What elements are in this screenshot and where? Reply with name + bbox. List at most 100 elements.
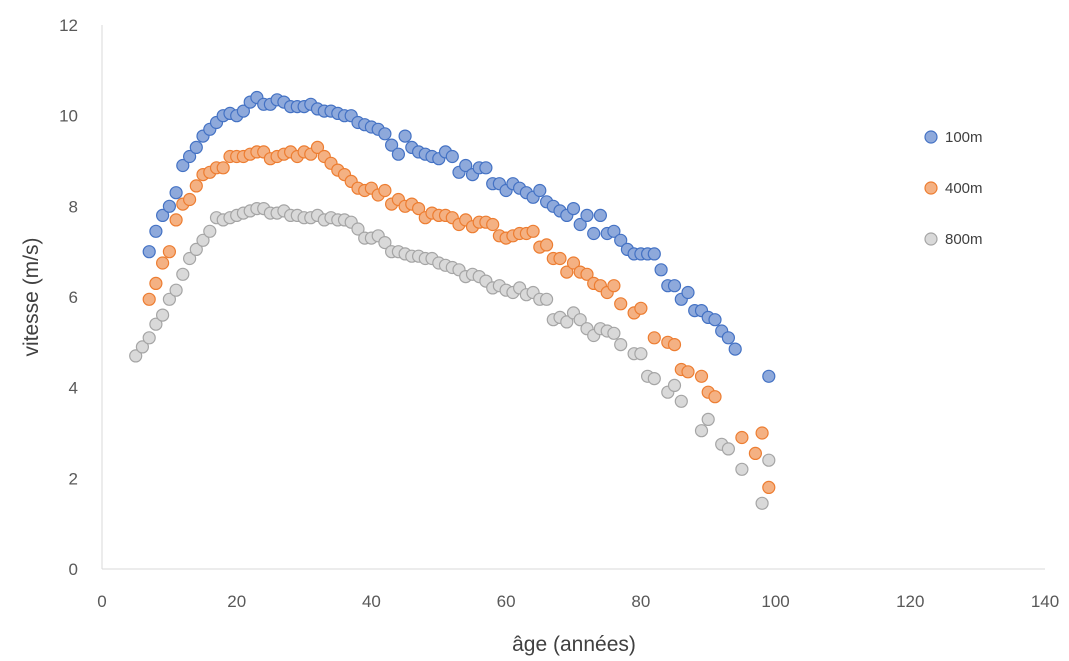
y-tick-label: 2 — [69, 469, 78, 488]
data-point — [607, 279, 621, 293]
data-point — [708, 390, 722, 404]
data-point — [708, 313, 722, 327]
data-point — [142, 292, 156, 306]
data-point — [694, 424, 709, 438]
data-point — [539, 238, 554, 252]
series-400m — [142, 140, 776, 494]
data-point — [654, 263, 668, 277]
y-tick-label: 10 — [59, 107, 78, 126]
data-point — [398, 129, 412, 143]
data-point — [647, 372, 661, 386]
data-point — [486, 217, 500, 232]
data-point — [176, 158, 190, 173]
y-tick-label: 6 — [69, 288, 78, 307]
y-tick-label: 4 — [69, 379, 78, 398]
x-tick-label: 120 — [896, 592, 924, 611]
data-point — [560, 315, 574, 329]
legend-label: 100m — [945, 129, 983, 146]
data-point — [607, 224, 621, 238]
data-point — [728, 342, 742, 356]
data-point — [667, 378, 682, 392]
data-point — [566, 256, 581, 270]
data-point — [236, 104, 250, 118]
data-point — [634, 301, 648, 315]
data-point — [203, 224, 217, 238]
x-tick-label: 140 — [1031, 592, 1059, 611]
data-point — [539, 292, 554, 306]
data-point — [169, 283, 183, 297]
data-point — [762, 453, 776, 467]
x-axis-title: âge (années) — [512, 633, 636, 656]
x-tick-label: 0 — [97, 592, 106, 611]
data-point — [755, 426, 769, 440]
data-point — [378, 183, 392, 198]
data-point — [587, 226, 601, 241]
data-point — [647, 331, 661, 345]
data-point — [614, 297, 628, 311]
data-point — [142, 245, 156, 259]
data-point — [614, 233, 628, 247]
y-tick-label: 8 — [69, 197, 78, 216]
legend-marker — [924, 181, 938, 195]
data-point — [560, 265, 574, 279]
x-tick-label: 100 — [761, 592, 789, 611]
data-point — [681, 285, 695, 300]
data-point — [459, 158, 473, 173]
data-point — [183, 251, 197, 266]
data-point — [614, 338, 628, 352]
data-point — [694, 369, 709, 383]
data-point — [593, 208, 608, 222]
data-point — [176, 267, 190, 281]
data-point — [189, 242, 203, 256]
data-point — [634, 347, 648, 361]
x-tick-label: 80 — [631, 592, 650, 611]
y-tick-label: 0 — [69, 560, 78, 579]
data-point — [169, 186, 183, 200]
data-point — [378, 236, 392, 250]
data-point — [385, 138, 399, 152]
data-point — [762, 369, 776, 383]
data-point — [674, 394, 688, 408]
data-point — [142, 331, 156, 345]
data-series — [129, 90, 776, 510]
data-point — [135, 340, 149, 354]
legend-marker — [924, 130, 938, 144]
data-point — [762, 480, 776, 494]
legend-label: 800m — [945, 231, 983, 248]
data-point — [479, 161, 493, 175]
data-point — [566, 202, 581, 216]
legend-marker — [924, 232, 938, 246]
data-point — [162, 199, 176, 213]
data-point — [196, 233, 210, 247]
data-point — [533, 183, 547, 198]
data-point — [149, 317, 163, 331]
data-point — [162, 245, 176, 259]
x-tick-label: 40 — [362, 592, 381, 611]
data-point — [156, 308, 170, 322]
data-point — [445, 149, 459, 164]
data-point — [310, 140, 325, 154]
data-point — [183, 192, 197, 207]
x-tick-labels: 0 20 40 60 80 100 120 140 — [97, 592, 1059, 611]
data-point — [580, 267, 594, 281]
data-point — [735, 462, 749, 476]
legend-label: 400m — [945, 180, 983, 197]
data-point — [183, 149, 197, 164]
data-point — [169, 213, 183, 227]
plot-area — [101, 25, 1045, 570]
data-point — [189, 179, 203, 193]
data-point — [553, 251, 567, 266]
data-point — [701, 412, 715, 426]
data-point — [755, 496, 769, 510]
data-point — [735, 430, 749, 445]
data-point — [216, 161, 230, 175]
x-tick-label: 60 — [497, 592, 516, 611]
data-point — [351, 222, 365, 236]
legend: 100m 400m 800m — [924, 129, 983, 248]
data-point — [162, 292, 176, 306]
data-point — [721, 442, 736, 456]
data-point — [378, 127, 392, 141]
data-point — [526, 224, 540, 238]
series-100m — [142, 90, 776, 383]
